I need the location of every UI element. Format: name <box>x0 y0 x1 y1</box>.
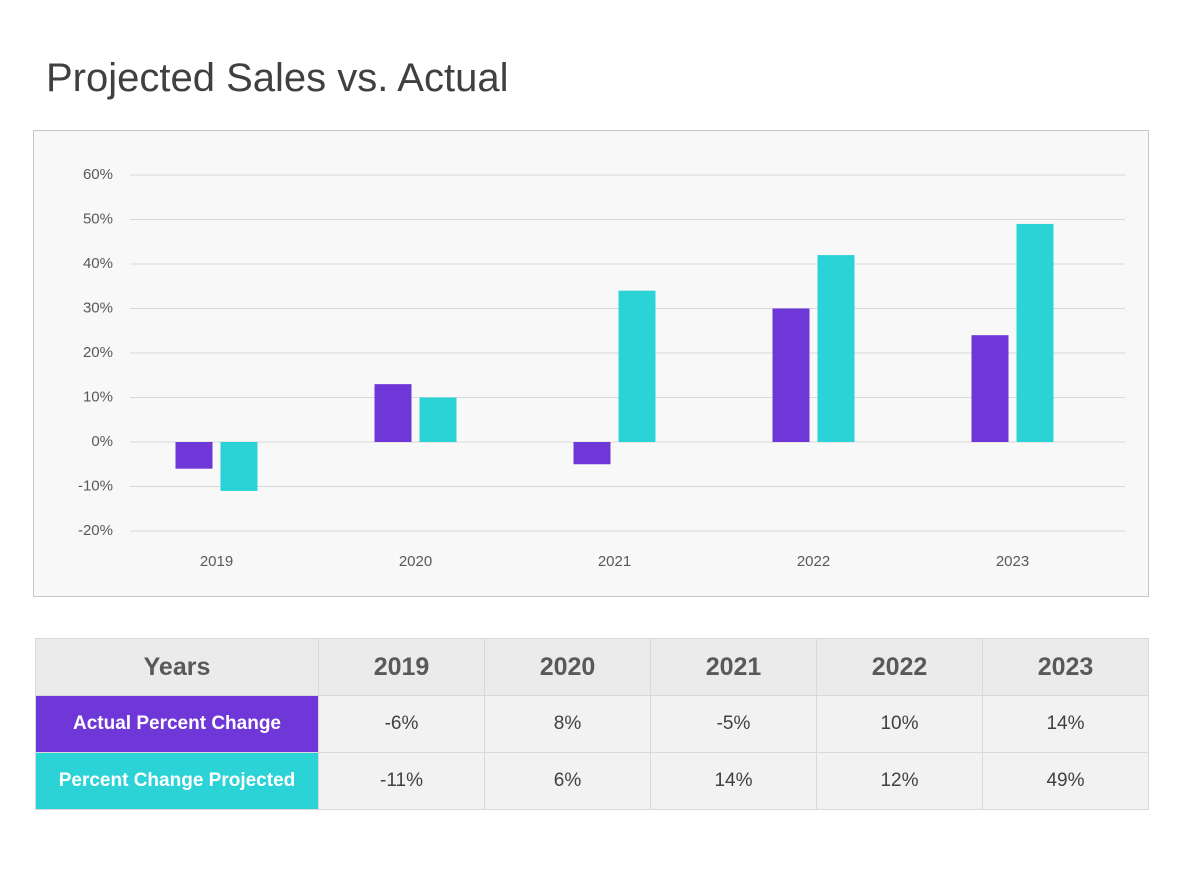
table-row: Percent Change Projected -11% 6% 14% 12% 49% <box>35 752 1149 810</box>
header-cell: 2020 <box>484 638 651 696</box>
table-cell: 10% <box>816 695 983 753</box>
table-cell: 49% <box>982 752 1149 810</box>
chart: -20% -10% 0% 10% 20% 30% 40% 50% 60% 2019 2020 2021… <box>33 130 1149 597</box>
y-tick-label: 0% <box>91 433 113 450</box>
bar <box>971 335 1009 442</box>
x-tick-label: 2021 <box>598 553 631 570</box>
x-tick-label: 2020 <box>399 553 432 570</box>
bar <box>618 290 656 442</box>
chart-frame <box>33 130 1149 597</box>
table-cell: -5% <box>650 695 817 753</box>
y-tick-label: -20% <box>78 522 113 539</box>
y-tick-label: 10% <box>83 388 113 405</box>
row-label: Percent Change Projected <box>35 752 319 810</box>
header-cell: 2023 <box>982 638 1149 696</box>
table-cell: 6% <box>484 752 651 810</box>
table-cell: 12% <box>816 752 983 810</box>
table-cell: 14% <box>650 752 817 810</box>
header-row: Years 2019 2020 2021 2022 2023 <box>35 638 1149 696</box>
bar <box>772 308 810 442</box>
table-row: Actual Percent Change -6% 8% -5% 10% 14% <box>35 695 1149 753</box>
x-tick-label: 2022 <box>797 553 830 570</box>
header-cell: Years <box>35 638 319 696</box>
bar <box>573 442 611 465</box>
table-body: Actual Percent Change -6% 8% -5% 10% 14% Perce… <box>35 695 1149 810</box>
header-cell: 2019 <box>318 638 485 696</box>
x-tick-label: 2019 <box>200 553 233 570</box>
y-tick-label: 40% <box>83 255 113 272</box>
table-cell: 8% <box>484 695 651 753</box>
bar <box>220 442 258 491</box>
data-table: Years 2019 2020 2021 2022 2023 Actual Percent… <box>35 638 1149 810</box>
slide-title: Projected Sales vs. Actual <box>46 56 509 100</box>
y-tick-label: 50% <box>83 210 113 227</box>
bar <box>817 255 855 442</box>
y-tick-label: 20% <box>83 344 113 361</box>
y-tick-label: 60% <box>83 166 113 183</box>
bar <box>374 384 412 442</box>
table-cell: -6% <box>318 695 485 753</box>
table-cell: -11% <box>318 752 485 810</box>
header-cell: 2022 <box>816 638 983 696</box>
bar <box>175 442 213 469</box>
y-tick-label: -10% <box>78 477 113 494</box>
bar <box>419 397 457 442</box>
table-cell: 14% <box>982 695 1149 753</box>
header-cell: 2021 <box>650 638 817 696</box>
bar <box>1016 223 1054 442</box>
y-tick-label: 30% <box>83 299 113 316</box>
row-label: Actual Percent Change <box>35 695 319 753</box>
x-tick-label: 2023 <box>996 553 1029 570</box>
